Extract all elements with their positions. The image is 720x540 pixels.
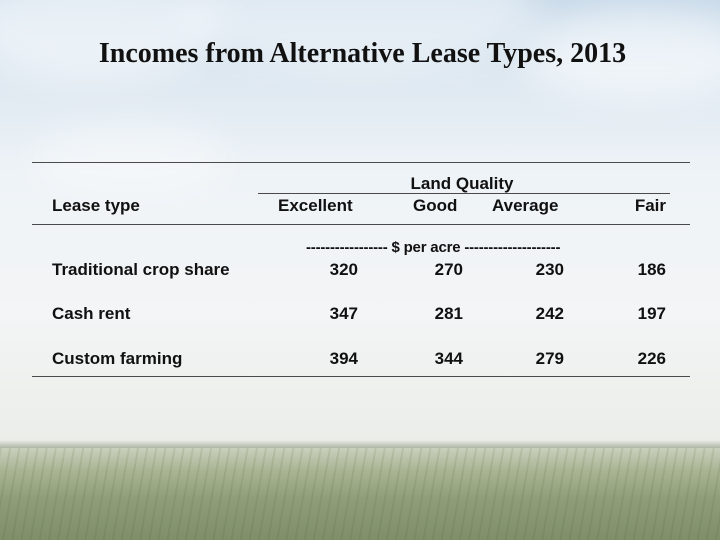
table-top-rule [32, 162, 690, 163]
corn-field-background [0, 448, 720, 540]
sky-cloud [520, 10, 720, 100]
table-bottom-rule [32, 376, 690, 377]
table-cell: 270 [434, 260, 463, 279]
column-header-average: Average [492, 196, 559, 215]
row-label-cash-rent: Cash rent [52, 304, 131, 323]
column-header-excellent: Excellent [278, 196, 353, 215]
table-cell: 242 [535, 304, 564, 323]
group-header-rule [258, 193, 670, 194]
table-cell: 279 [535, 349, 564, 368]
slide-title: Incomes from Alternative Lease Types, 20… [98, 38, 627, 69]
table-cell: 320 [329, 260, 358, 279]
table-cell: 347 [329, 304, 358, 323]
table-cell: 226 [637, 349, 666, 368]
table-cell: 186 [637, 260, 666, 279]
unit-label: ----------------- $ per acre -----------… [306, 239, 561, 256]
column-header-fair: Fair [634, 196, 666, 215]
table-cell: 197 [637, 304, 666, 323]
table-cell: 394 [329, 349, 358, 368]
row-label-custom-farming: Custom farming [52, 349, 183, 368]
row-label-traditional-crop-share: Traditional crop share [52, 260, 230, 279]
table-cell: 281 [434, 304, 463, 323]
land-quality-header: Land Quality [410, 174, 514, 193]
table-cell: 344 [434, 349, 463, 368]
header-bottom-rule [32, 224, 690, 225]
table-cell: 230 [535, 260, 564, 279]
column-header-good: Good [413, 196, 458, 215]
lease-type-header: Lease type [52, 196, 140, 215]
sky-cloud [30, 120, 230, 200]
